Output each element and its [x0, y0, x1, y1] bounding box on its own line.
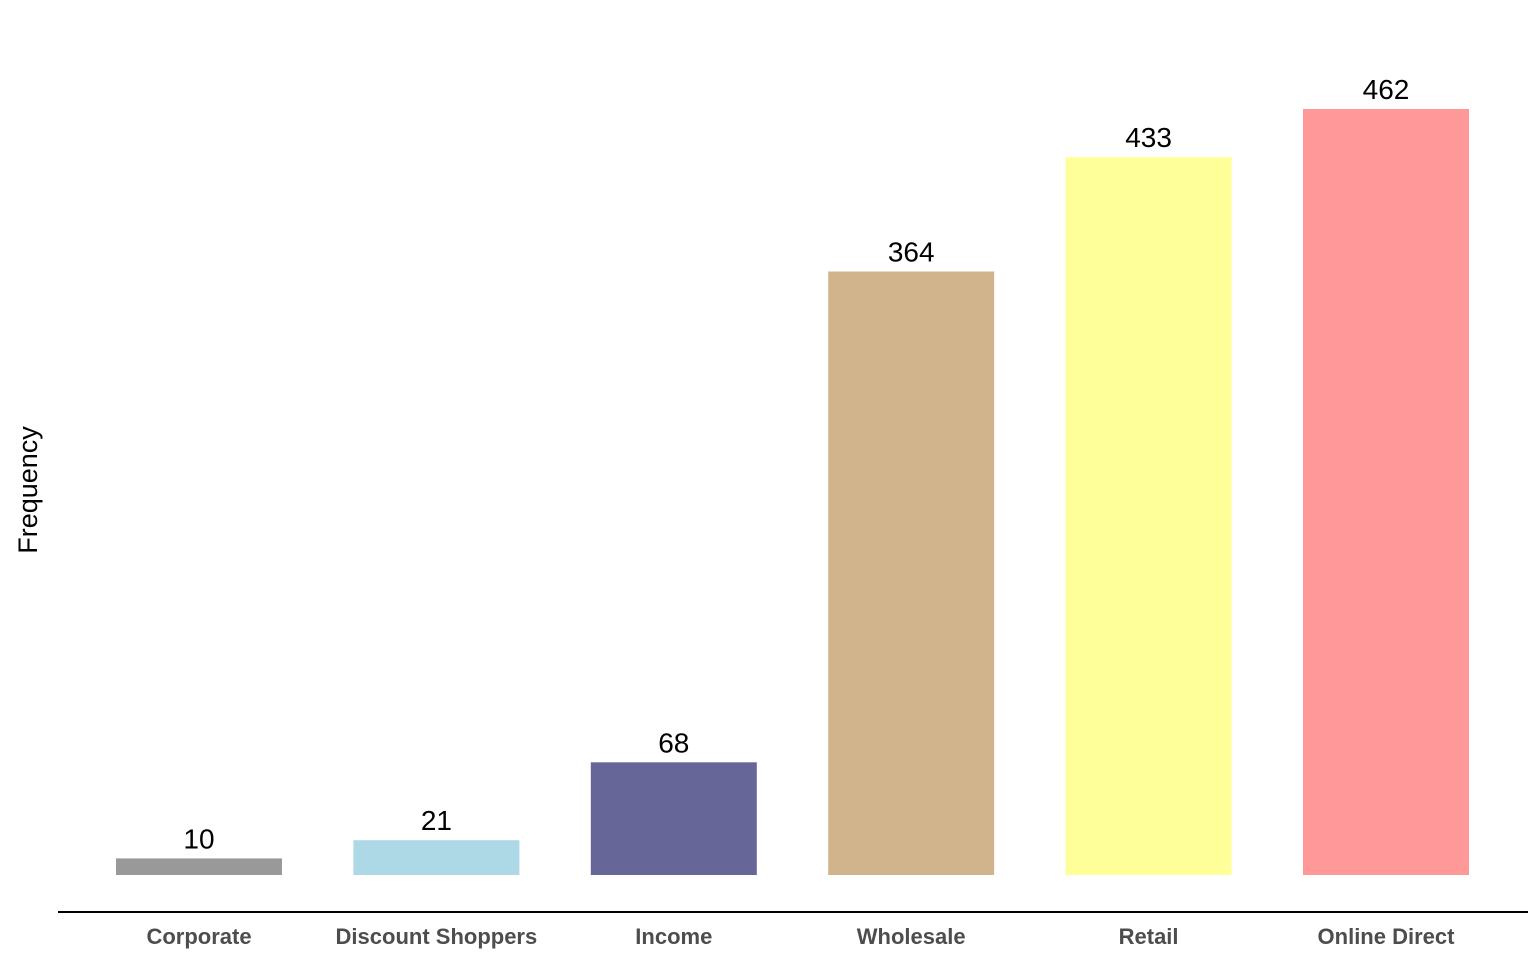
value-label: 10 [183, 823, 214, 854]
value-label: 364 [888, 237, 935, 268]
value-label: 462 [1363, 74, 1410, 105]
bar-online-direct [1303, 109, 1469, 875]
value-label: 68 [658, 727, 689, 758]
bar-discount-shoppers [353, 840, 520, 875]
category-label: Corporate [146, 924, 251, 949]
category-label: Retail [1119, 924, 1179, 949]
bar-corporate [116, 858, 282, 875]
category-label: Wholesale [857, 924, 966, 949]
y-axis-title: Frequency [13, 426, 43, 554]
value-label: 21 [421, 805, 452, 836]
bar-retail [1065, 157, 1232, 876]
category-label: Online Direct [1318, 924, 1456, 949]
value-labels-group: 10 21 68 364 433 462 [183, 74, 1409, 854]
bars-group [116, 109, 1469, 876]
value-label: 433 [1125, 122, 1172, 153]
category-label: Discount Shoppers [336, 924, 538, 949]
category-labels-group: Corporate Discount Shoppers Income Wholesal… [146, 924, 1455, 949]
bar-wholesale [828, 271, 995, 875]
category-label: Income [635, 924, 712, 949]
bar-income [590, 762, 757, 875]
